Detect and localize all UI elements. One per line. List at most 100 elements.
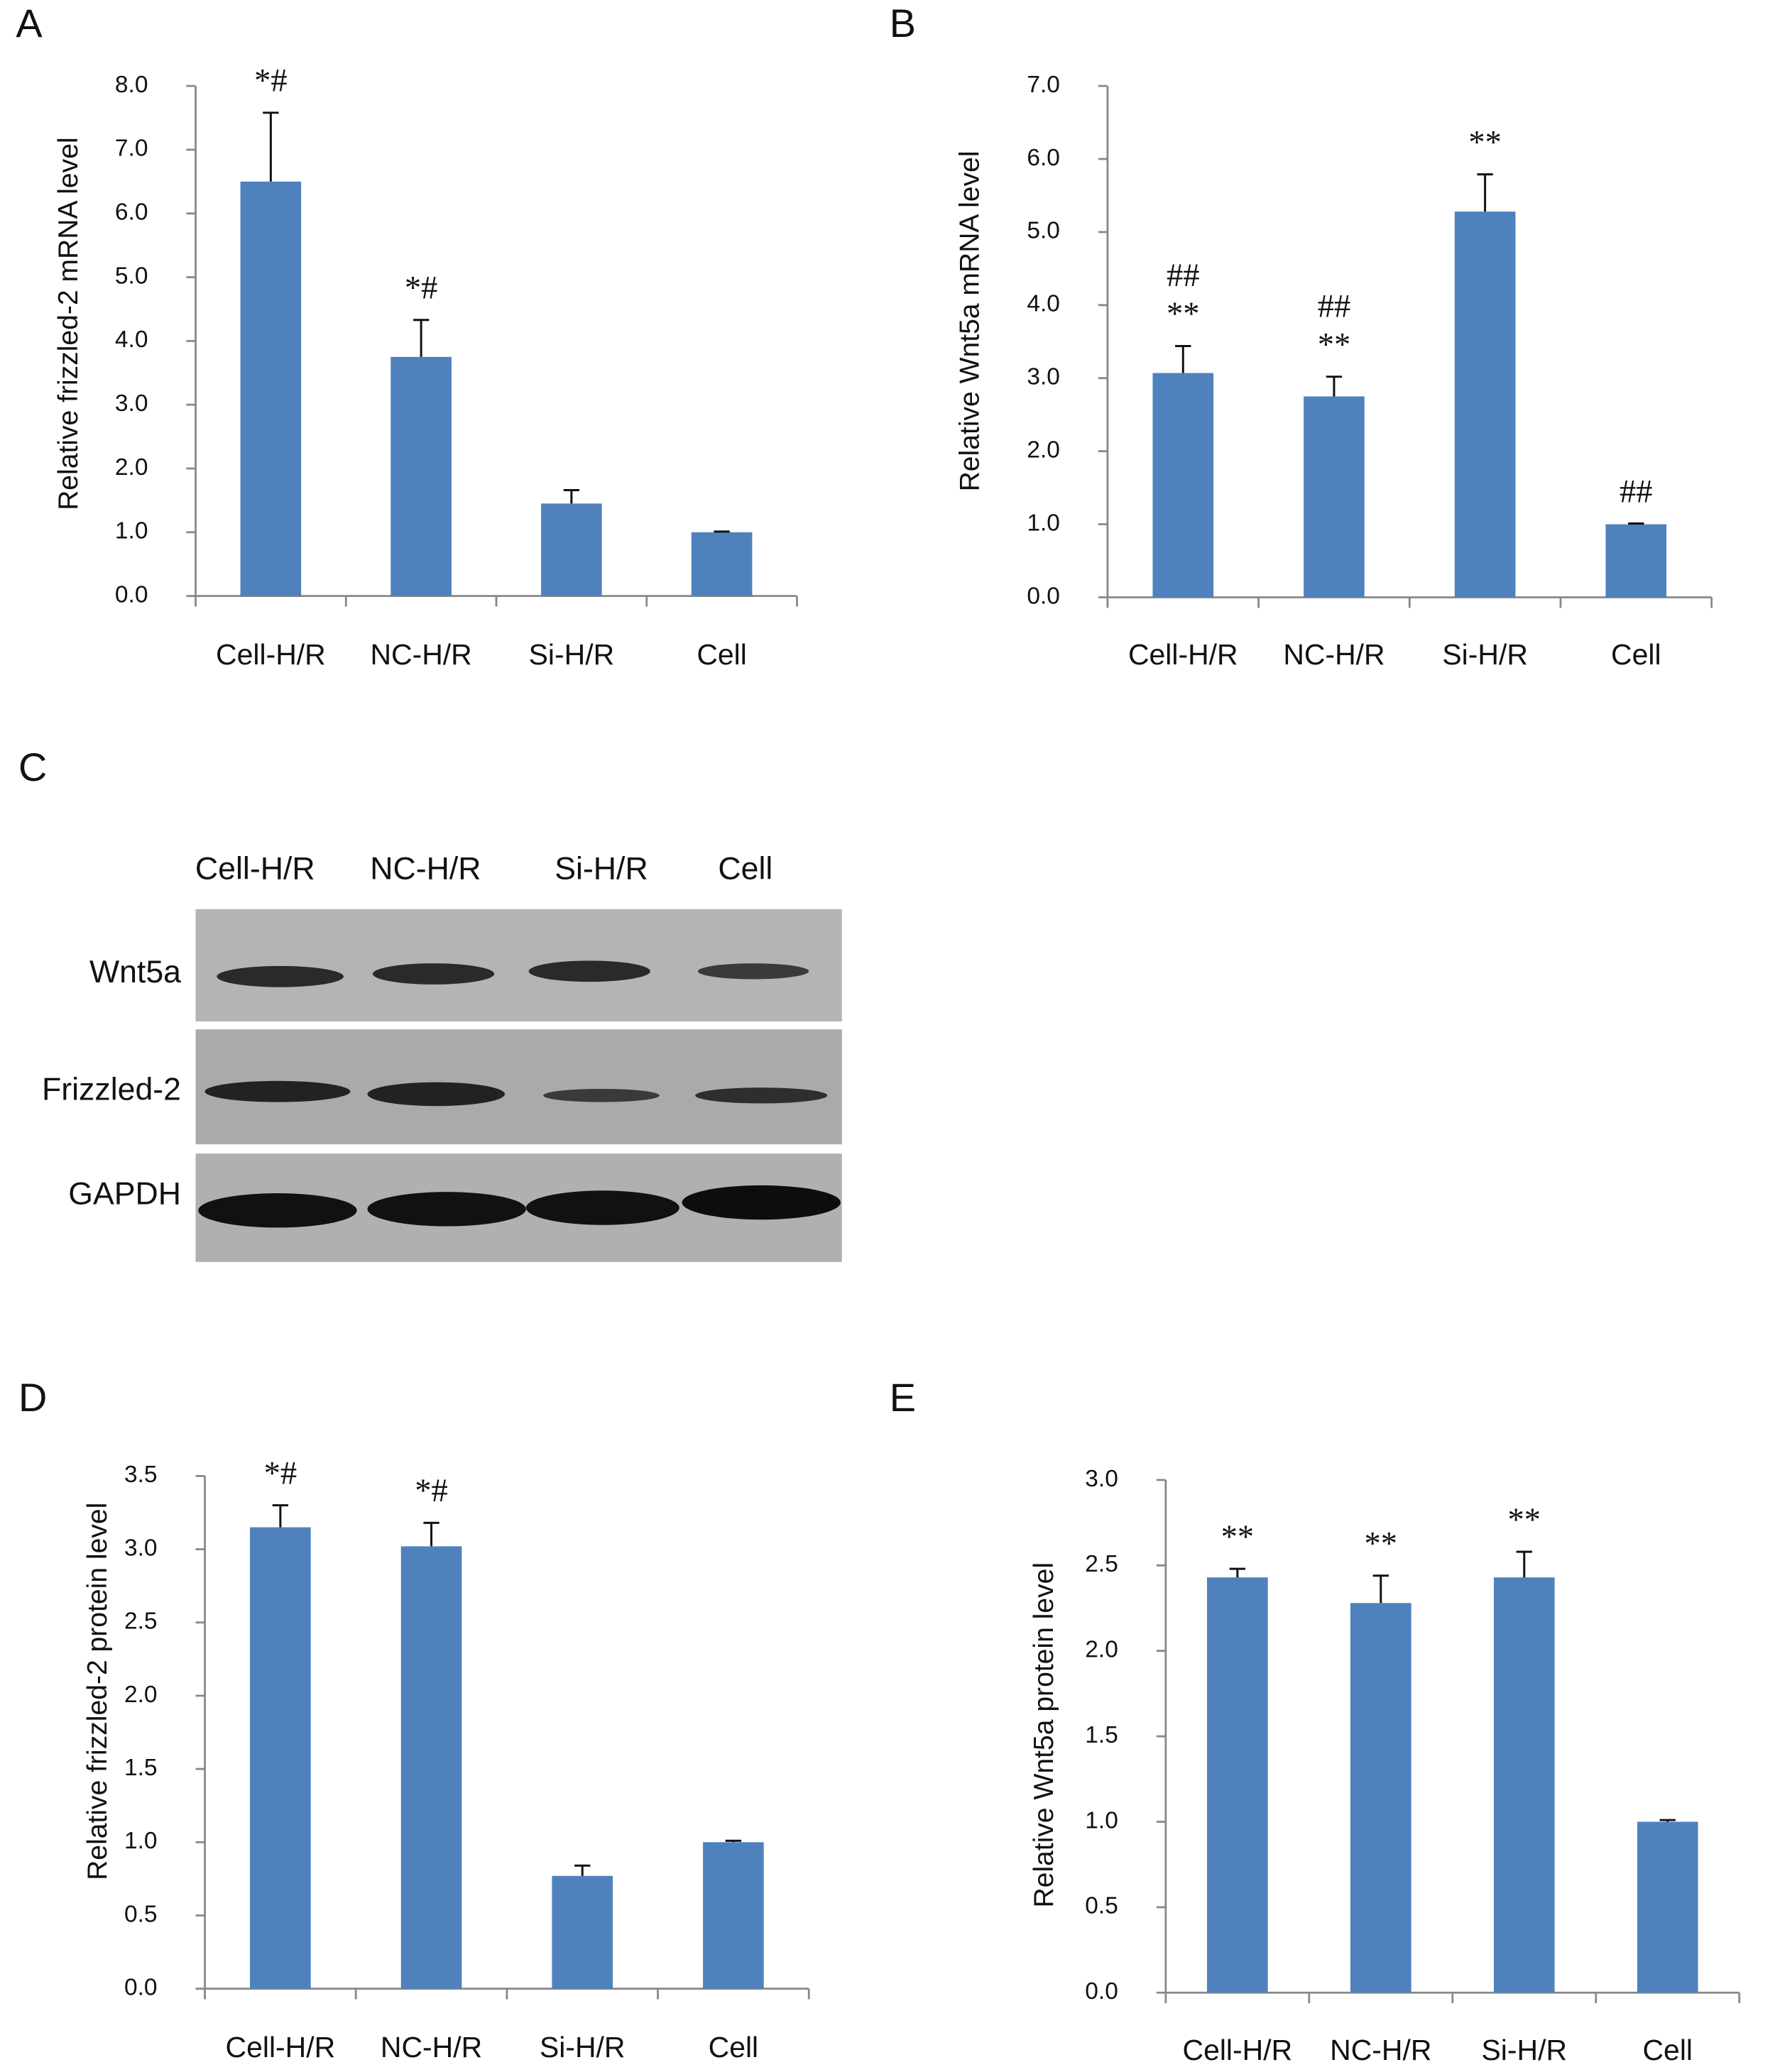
bar [250,1527,311,1989]
x-tick-label: Cell [697,638,747,671]
y-tick-label: 2.0 [115,454,148,481]
bar [552,1875,613,1989]
band [217,965,344,987]
bar [390,356,452,596]
x-tick-label: Cell-H/R [1128,638,1238,671]
y-tick-label: 6.0 [115,199,148,226]
error-bar [413,319,430,357]
annotation: ## [1620,473,1653,510]
bar [703,1842,764,1989]
bar [1350,1603,1411,1993]
y-axis-label: Relative Wnt5a protein level [1029,1562,1059,1908]
x-tick-label: NC-H/R [1283,638,1384,671]
y-tick-label: 0.0 [1027,583,1060,609]
y-tick-label: 6.0 [1027,145,1060,171]
error-bar [574,1864,591,1876]
x-tick-label: Si-H/R [1442,638,1528,671]
bar [1493,1577,1555,1993]
lane-label: Cell [718,852,772,887]
y-tick-label: 0.5 [1085,1893,1118,1919]
chart: A Relative frizzled-2 mRNA level 0.0 1.0 2.0… [16,1,798,671]
y-tick-label: 1.5 [124,1755,158,1781]
y-axis-label: Relative frizzled-2 protein level [82,1503,113,1880]
band [367,1082,506,1107]
annotation: ## [1167,258,1200,294]
band [198,1193,357,1228]
band [695,1087,828,1104]
panel-letter: A [16,1,43,45]
y-tick-label: 1.5 [1085,1722,1118,1748]
x-tick-label: Cell [1642,2034,1693,2066]
error-bar [1659,1819,1676,1822]
error-bar [1628,522,1644,525]
annotation: *# [264,1455,297,1491]
x-tick-label: Cell-H/R [1183,2034,1293,2066]
lane-label: NC-H/R [370,852,481,887]
annotation: *# [415,1473,448,1509]
x-tick-label: Cell-H/R [216,638,326,671]
bar [240,181,302,596]
y-tick-label: 4.0 [1027,291,1060,317]
y-tick-label: 2.5 [124,1608,158,1635]
error-bar [725,1839,742,1843]
y-tick-label: 0.5 [124,1901,158,1927]
annotation: *# [405,270,438,306]
annotation: ** [1468,124,1502,160]
x-tick-label: Si-H/R [529,638,615,671]
annotation: ** [1221,1519,1255,1555]
y-tick-label: 5.0 [1027,218,1060,244]
error-bar [263,111,279,182]
error-bar [1326,376,1343,397]
bar [400,1546,462,1989]
y-tick-label: 2.5 [1085,1551,1118,1577]
band [204,1080,351,1102]
error-bar [1175,344,1191,373]
bar [691,532,753,596]
y-tick-label: 3.5 [124,1462,158,1488]
y-tick-label: 4.0 [115,327,148,353]
panel-letter: E [890,1375,916,1420]
y-tick-label: 3.0 [124,1535,158,1561]
annotation: ** [1508,1502,1541,1538]
y-tick-label: 2.0 [1027,437,1060,463]
y-tick-label: 1.0 [1085,1807,1118,1833]
y-tick-label: 2.0 [124,1682,158,1708]
lane-label: Si-H/R [555,852,648,887]
y-tick-label: 7.0 [115,136,148,162]
annotation: ** [1365,1526,1398,1562]
y-axis-label: Relative frizzled-2 mRNA level [53,137,84,510]
x-tick-label: Cell [709,2031,759,2063]
annotation: ## [1318,288,1351,324]
y-tick-label: 1.0 [115,518,148,544]
y-tick-label: 0.0 [115,581,148,608]
x-tick-label: Si-H/R [1482,2034,1568,2066]
bar [1304,396,1365,598]
error-bar [1372,1574,1389,1604]
band [528,960,650,982]
error-bar [272,1504,289,1528]
lane-label: Cell-H/R [195,852,315,887]
bar [1605,524,1667,598]
error-bar [423,1521,439,1547]
x-tick-label: Cell [1611,638,1661,671]
y-tick-label: 3.0 [115,390,148,417]
y-tick-label: 5.0 [115,263,148,289]
annotation: ** [1318,327,1351,363]
panel-letter: D [18,1375,47,1420]
annotation: *# [254,63,288,99]
band [543,1088,660,1102]
band [525,1190,679,1225]
y-tick-label: 8.0 [115,72,148,98]
x-tick-label: NC-H/R [381,2031,482,2063]
y-tick-label: 1.0 [124,1828,158,1854]
y-tick-label: 1.0 [1027,510,1060,536]
x-tick-label: Si-H/R [540,2031,626,2063]
y-tick-label: 2.0 [1085,1637,1118,1663]
bar [1152,373,1214,598]
band [367,1192,526,1227]
band [372,963,495,985]
panel-letter: C [18,745,47,789]
chart: E Relative Wnt5a protein level 0.0 0.5 1.0 1.… [890,1375,1741,2066]
